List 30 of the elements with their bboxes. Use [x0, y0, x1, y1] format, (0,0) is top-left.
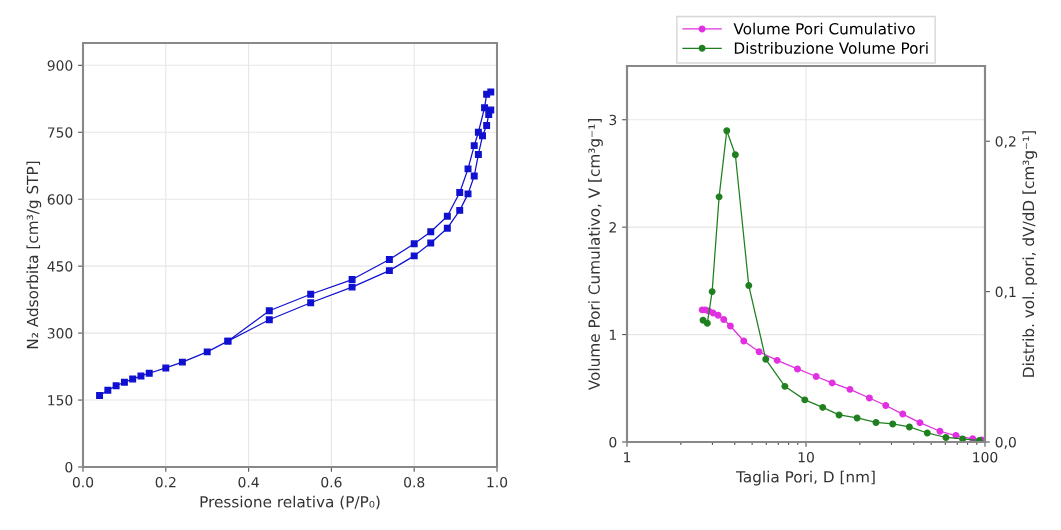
y-tick-label: 450	[47, 261, 73, 272]
x-tick-label: 0.8	[404, 476, 425, 488]
y-tick-label: 750	[47, 127, 73, 138]
x-tick-label: 0.0	[72, 476, 94, 488]
x-tick-label: 100	[973, 451, 998, 463]
legend-label: Distribuzione Volume Pori	[734, 42, 928, 54]
legend-label: Volume Pori Cumulativo	[733, 22, 915, 35]
x-tick-label: 0.4	[238, 476, 259, 488]
y-axis-title: N₂ Adsorbita [cm³/g STP]	[26, 161, 42, 349]
y2-axis-title: Distrib. vol. pori, dV/dD [cm³g⁻¹]	[1022, 131, 1038, 377]
y-tick-label: 1	[609, 329, 616, 340]
x-tick-label: 0.2	[155, 476, 176, 488]
x-tick-label: 10	[798, 451, 814, 463]
y-tick-label: 150	[48, 395, 73, 406]
y-tick-label: 300	[47, 328, 73, 339]
x-axis-title: Taglia Pori, D [nm]	[735, 470, 875, 486]
y-tick-label: 900	[47, 60, 73, 71]
y-tick-label: 3	[609, 114, 617, 126]
x-tick-label: 0.6	[321, 476, 342, 488]
y-axis-title: Volume Pori Cumulativo, V [cm³g⁻¹]	[588, 119, 603, 391]
y2-tick-label: 0,0	[995, 436, 1016, 449]
y-tick-label: 600	[47, 194, 73, 205]
y2-tick-label: 0,1	[995, 286, 1016, 299]
x-tick-label: 1	[624, 452, 631, 463]
y-tick-label: 0	[609, 436, 617, 448]
y-tick-label: 0	[65, 461, 73, 473]
y-tick-label: 2	[609, 222, 616, 233]
x-tick-label: 1.0	[487, 476, 508, 488]
y2-tick-label: 0,2	[995, 136, 1016, 149]
x-axis-title: Pressione relativa (P/P₀)	[200, 495, 380, 510]
